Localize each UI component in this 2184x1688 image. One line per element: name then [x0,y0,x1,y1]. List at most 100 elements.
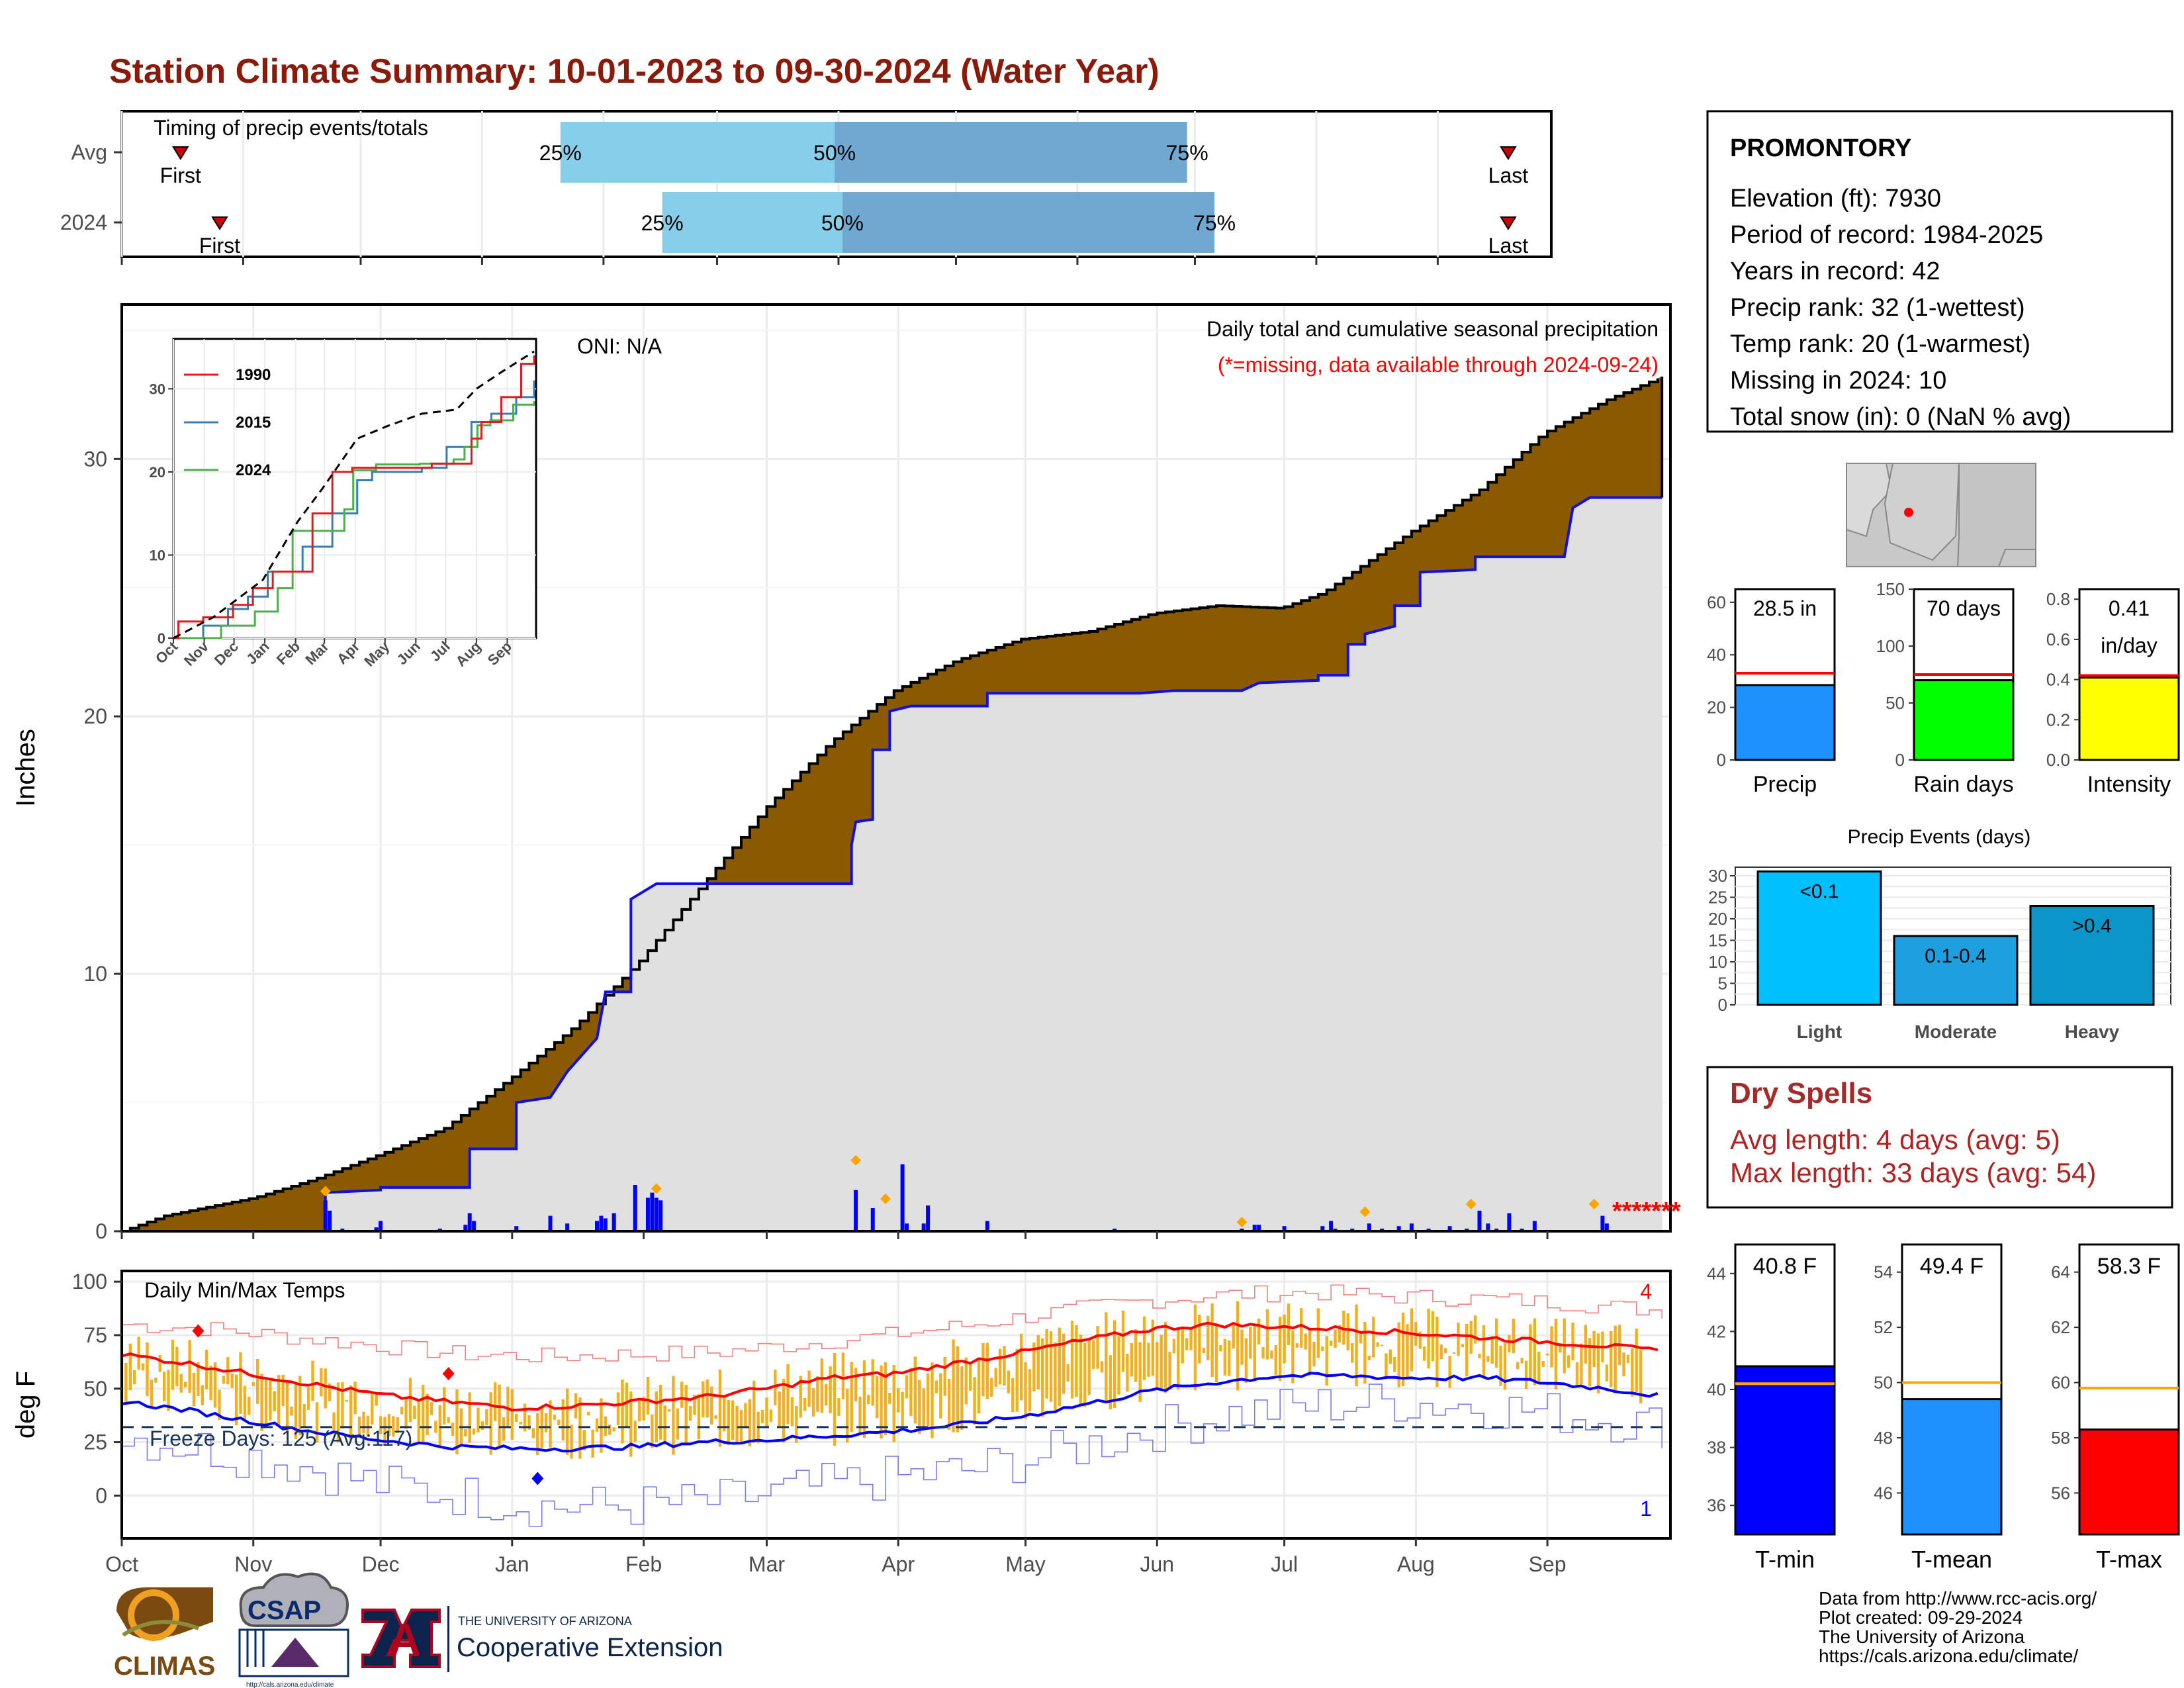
daily-temp-bar [536,1413,539,1455]
daily-temp-bar [1028,1369,1032,1412]
daily-temp-bar [1376,1342,1379,1347]
daily-temp-bar [731,1400,735,1440]
daily-temp-bar [1545,1353,1549,1356]
daily-temp-bar [637,1401,641,1422]
daily-temp-bar [1219,1344,1222,1352]
daily-temp-bar [1304,1333,1307,1350]
cumulative-2024-area [122,497,1662,1231]
daily-temp-bar [1036,1335,1040,1389]
daily-precip-bar [926,1205,931,1231]
precip-event-marker [850,1154,862,1166]
daily-temp-bar [498,1384,501,1448]
daily-temp-bar [718,1370,722,1447]
daily-temp-bar [1244,1338,1248,1383]
station-info-line: Missing in 2024: 10 [1730,367,1946,395]
timing-row-label: Avg [71,140,107,164]
daily-precip-bar [854,1190,858,1231]
temp-bar-label: T-min [1755,1546,1815,1573]
daily-temp-bar [964,1357,968,1405]
daily-temp-bar [1457,1323,1460,1356]
timing-p50-label: 50% [821,211,864,235]
daily-temp-bar [1278,1317,1282,1382]
daily-temp-bar [1401,1312,1405,1387]
events-bar-label: <0.1 [1799,881,1839,903]
timing-p75-label: 75% [1193,211,1236,235]
daily-temp-bar [357,1417,361,1437]
daily-temp-bar [1105,1312,1108,1403]
csap-text: CSAP [248,1596,321,1625]
daily-temp-bar [841,1352,845,1399]
footer-credits: Data from http://www.rcc-acis.org/Plot c… [1819,1588,2097,1666]
daily-temp-bar [1040,1338,1044,1417]
daily-temp-bar [934,1380,938,1393]
daily-temp-bar [158,1354,161,1372]
month-label: Apr [882,1552,915,1576]
events-bar [1893,935,2019,1006]
daily-temp-bar [1130,1342,1134,1377]
daily-precip-bar [323,1200,328,1231]
daily-temp-bar [888,1392,891,1404]
daily-temp-bar [128,1343,132,1391]
daily-temp-bar [383,1417,387,1444]
temp-bar-label: T-mean [1911,1546,1992,1573]
temp-bar-ytick-label: 42 [1707,1321,1726,1341]
daily-temp-bar [651,1414,654,1448]
daily-temp-bar [137,1336,140,1370]
daily-temp-bar [1240,1329,1244,1365]
events-ytick-label: 0 [1718,995,1727,1015]
daily-precip-bar [328,1210,332,1231]
daily-precip-bar [1257,1225,1261,1231]
daily-temp-bar [218,1389,221,1420]
events-bar [1756,870,1882,1006]
record-temp-marker [192,1324,205,1338]
daily-precip-bar [1604,1223,1609,1231]
daily-precip-bar [1507,1213,1512,1231]
daily-temp-bar [1075,1325,1078,1397]
dry-spells-max: Max length: 33 days (avg: 54) [1730,1157,2096,1188]
daily-temp-bar [778,1391,781,1427]
daily-temp-bar [565,1388,569,1455]
daily-precip-bar [1252,1225,1257,1231]
daily-temp-bar [803,1397,807,1411]
daily-precip-bar [900,1164,905,1231]
daily-temp-bar [222,1376,226,1384]
daily-temp-bar [744,1403,747,1429]
timing-first-marker [211,216,228,230]
daily-temp-bar [1151,1319,1155,1376]
daily-temp-bar [1058,1327,1062,1407]
summary-bar-ytick-label: 0 [1717,750,1726,770]
daily-temp-bar [1223,1338,1227,1376]
daily-temp-bar [133,1370,136,1385]
daily-temp-bar [1003,1346,1006,1386]
temp-bar-ytick-label: 40 [1707,1380,1726,1399]
daily-temp-bar [985,1342,989,1399]
timing-panel: Avg 25% 50% 75% First Last 2024 25% 50% 75% First L… [60,110,1553,265]
summary-bar-ytick-label: 0.0 [2046,750,2070,770]
record-temp-marker [442,1367,455,1381]
temp-bar [2078,1428,2180,1536]
temp-bar-value: 40.8 F [1753,1254,1817,1279]
daily-temp-bar [1406,1324,1409,1379]
daily-temp-bar [1499,1345,1502,1386]
temp-summary-bars: 40.8 F 36 38 40 42 44 T-min 49.4 F 46 48 50 52 54 T-m… [1707,1243,2180,1573]
daily-temp-bar [1265,1309,1269,1360]
daily-temp-bar [1490,1336,1494,1364]
daily-temp-bar [897,1388,900,1413]
daily-temp-bar [1160,1335,1163,1389]
daily-temp-bar [1482,1325,1486,1379]
summary-bar-value: 28.5 in [1753,596,1817,620]
daily-temp-bar [336,1382,340,1442]
daily-temp-bar [1359,1332,1363,1344]
daily-temp-bar [1346,1313,1349,1351]
daily-temp-bar [786,1364,790,1425]
inset-line-1990 [173,355,535,639]
record-min-line [122,1383,1662,1527]
daily-precip-bar [654,1197,659,1231]
daily-temp-bar [663,1405,666,1444]
daily-temp-bar [1109,1355,1112,1409]
daily-temp-bar [1138,1342,1142,1402]
daily-temp-bar [294,1383,298,1439]
daily-temp-bar [748,1399,752,1446]
ua-coop-extension: Cooperative Extension [457,1633,723,1662]
daily-temp-bar [918,1380,921,1434]
